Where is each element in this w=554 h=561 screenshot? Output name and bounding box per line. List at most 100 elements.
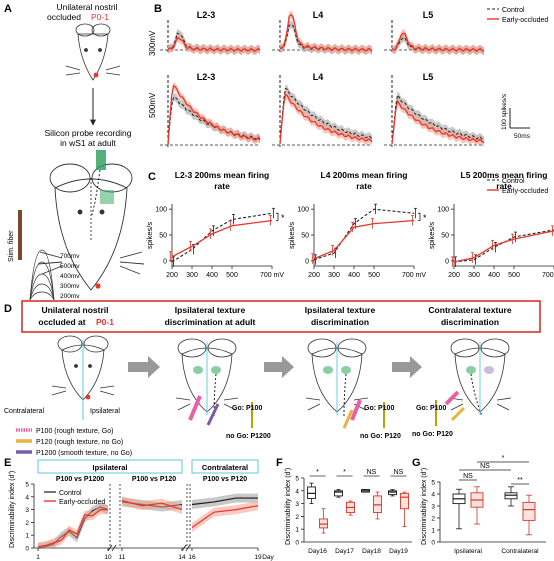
box-body xyxy=(373,495,382,514)
step-arrow-2 xyxy=(264,356,294,378)
mouse-head-icon-d1 xyxy=(51,335,115,401)
legend-e-control: Control xyxy=(59,490,82,497)
row-label-500mv: 500mV xyxy=(148,92,157,118)
control-trace xyxy=(391,93,485,144)
early-line xyxy=(121,500,183,511)
x-tick-label: 700 mV xyxy=(402,272,426,279)
legend-p100: P100 (rough texture, Go) xyxy=(36,428,113,435)
step1-p01: P0-1 xyxy=(96,317,114,327)
y-tick-label: 0 xyxy=(445,258,449,265)
axis-break xyxy=(185,544,191,552)
chart-title-line2: rate xyxy=(356,181,372,191)
panel-a-line3: Silicon probe recording xyxy=(45,128,132,138)
y-tick-label: 5 xyxy=(431,480,435,487)
side-left-label: Contralateral xyxy=(4,408,45,415)
go-label-d3: Go: P100 xyxy=(364,405,394,412)
early-line xyxy=(191,505,259,529)
y-tick-label: 2 xyxy=(25,520,29,527)
step4-line1: Contralateral texture xyxy=(428,305,511,315)
axis-break xyxy=(181,544,187,552)
f-ylabel: Discriminability index (d') xyxy=(285,468,292,545)
x-tick-label: Day18 xyxy=(362,548,381,555)
legend-e-early: Early-occluded xyxy=(59,499,105,506)
nogo-label-d4: no Go: P120 xyxy=(412,431,453,438)
sig-mark: * xyxy=(316,469,319,476)
g-ylabel: Discriminability index (d') xyxy=(421,468,428,545)
early-line xyxy=(37,509,108,548)
panel-letter-b: B xyxy=(154,3,162,15)
barrel-left-d2 xyxy=(193,366,203,374)
y-tick-label: 1 xyxy=(431,528,435,535)
stim-waveforms xyxy=(29,249,55,301)
go-label-d4: Go: P100 xyxy=(416,405,446,412)
early-trace xyxy=(391,99,485,144)
y-tick-label: 0 xyxy=(25,546,29,553)
early-line xyxy=(313,219,415,260)
early-trace xyxy=(167,84,261,146)
panel-f: F Discriminability index (d') 0 1 2 3 4 5 Day1… xyxy=(276,457,412,555)
panel-letter-f: F xyxy=(276,457,283,469)
y-tick-label: 100 xyxy=(437,207,449,214)
panel-letter-g: G xyxy=(412,457,421,469)
x-tick-label: 300 xyxy=(468,272,480,279)
early-sem-band xyxy=(280,90,372,148)
box-body xyxy=(400,492,409,510)
early-line xyxy=(453,230,554,263)
y-tick-label: 4 xyxy=(431,492,435,499)
texture-p120-d3 xyxy=(342,409,354,429)
step4-line2: discrimination xyxy=(441,317,499,327)
early-sem-band xyxy=(280,10,372,56)
stim-level-1: 700mv xyxy=(60,253,80,260)
chart-title-line1: L4 200ms mean firing xyxy=(321,170,408,180)
psth-traces xyxy=(160,10,485,149)
nogo-label-d3: no Go: P120 xyxy=(360,433,401,440)
chart-title-line2: rate xyxy=(496,181,512,191)
step3-line1: Ipsilateral texture xyxy=(305,305,376,315)
stim-fiber-icon xyxy=(18,210,22,260)
x-tick-label: 16 xyxy=(188,554,196,561)
barrel-left-d4 xyxy=(466,366,476,374)
control-line xyxy=(453,229,554,263)
y-tick-label: 3 xyxy=(25,507,29,514)
group-contra-label: Contralateral xyxy=(202,463,248,472)
group-contra-box xyxy=(191,459,259,474)
x-tick-label: 19 xyxy=(254,554,262,561)
side-right-label: Ipsilateral xyxy=(90,408,120,415)
early-line xyxy=(171,219,273,258)
chart-ylabel: spikes/s xyxy=(287,222,296,249)
y-tick-label: 100 xyxy=(297,207,309,214)
stim-level-4: 300mv xyxy=(60,283,80,290)
chart-title-line1: L2-3 200ms mean firing xyxy=(175,170,269,180)
y-tick-label: 50 xyxy=(301,233,309,240)
panel-c: C Control Early-occluded L2-3 200ms mean… xyxy=(145,170,554,279)
y-tick-label: 5 xyxy=(295,476,299,483)
x-tick-label: Contralateral xyxy=(501,548,539,555)
barrel-right-d3 xyxy=(341,366,351,374)
stim-level-5: 200mv xyxy=(60,293,80,300)
x-tick-label: 700 mV xyxy=(542,272,554,279)
legend-p1200: P1200 (smooth texture, no Go) xyxy=(36,450,132,457)
sig-mark: ** xyxy=(517,477,523,484)
scale-y-label: 100 spikes/s xyxy=(501,93,508,130)
x-tick-label: 200 xyxy=(448,272,460,279)
y-tick-label: 4 xyxy=(25,494,29,501)
chart-title-line2: rate xyxy=(214,181,230,191)
x-tick-label: 700 mV xyxy=(260,272,284,279)
x-tick-label: 200 xyxy=(308,272,320,279)
group-ipsi-label: Ipsilateral xyxy=(92,463,127,472)
x-tick-label: 1 xyxy=(36,554,40,561)
y-tick-label: 50 xyxy=(159,233,167,240)
x-tick-label: 400 xyxy=(348,272,360,279)
sig-mark: NS xyxy=(480,463,490,470)
x-tick-label: 400 xyxy=(206,272,218,279)
col-title-l5-top: L5 xyxy=(423,10,434,20)
texture-p100-d2 xyxy=(188,395,202,421)
x-tick-label: 14 xyxy=(178,554,186,561)
box-body xyxy=(388,490,397,496)
panel-d: D Unilateral nostril occluded at P0-1 Ip… xyxy=(4,300,541,457)
control-line xyxy=(171,212,273,263)
y-tick-label: 1 xyxy=(295,527,299,534)
box-body xyxy=(522,501,536,521)
nogo-label-d2: no Go: P1200 xyxy=(226,433,271,440)
